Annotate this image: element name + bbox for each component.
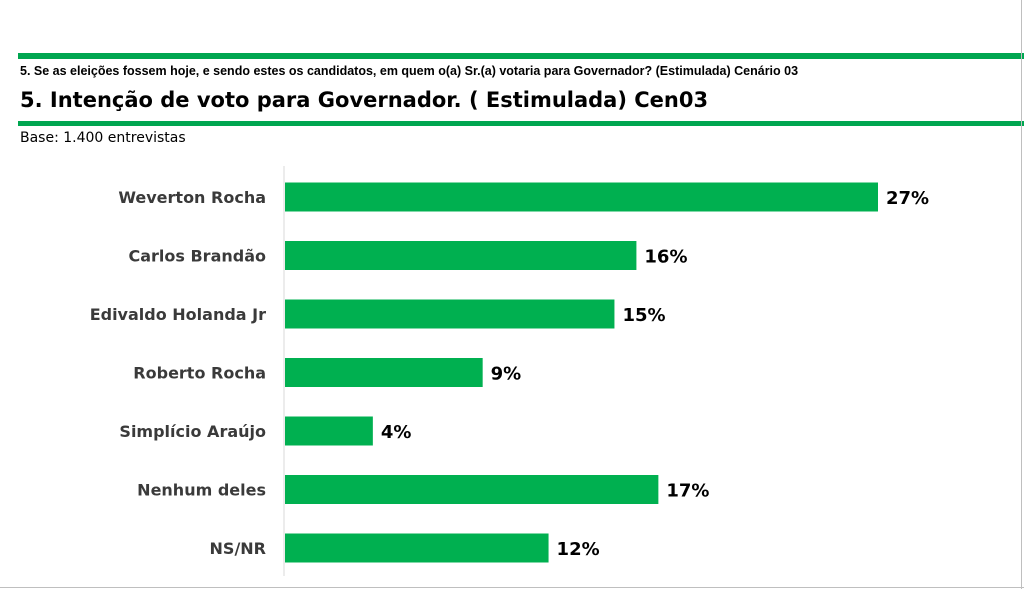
category-label: Weverton Rocha xyxy=(118,188,266,207)
data-label: 16% xyxy=(644,247,687,268)
bar xyxy=(285,475,659,504)
category-label: Carlos Brandão xyxy=(128,247,266,266)
category-label: Edivaldo Holanda Jr xyxy=(90,305,266,324)
frame-border-bottom xyxy=(0,587,1024,588)
bar-chart: Weverton Rocha 27% Carlos Brandão 16% Edival… xyxy=(90,166,929,576)
bar xyxy=(285,358,483,387)
category-label: Roberto Rocha xyxy=(133,364,266,383)
data-label: 27% xyxy=(886,188,929,209)
data-label: 9% xyxy=(491,364,522,385)
bar xyxy=(285,182,878,212)
title-accent-rule xyxy=(18,121,1024,126)
bar xyxy=(285,533,549,563)
question-text: 5. Se as eleições fossem hoje, e sendo e… xyxy=(20,64,799,78)
page-title: 5. Intenção de voto para Governador. ( E… xyxy=(20,88,709,112)
bar xyxy=(285,416,373,446)
bar xyxy=(285,299,615,329)
category-label: NS/NR xyxy=(210,539,266,558)
data-label: 4% xyxy=(381,422,412,443)
data-label: 17% xyxy=(666,481,709,502)
data-label: 15% xyxy=(622,305,665,326)
frame-border-right xyxy=(1021,0,1022,589)
category-label: Nenhum deles xyxy=(137,481,266,500)
bar xyxy=(285,241,637,270)
top-accent-rule xyxy=(18,53,1024,59)
data-label: 12% xyxy=(557,539,600,560)
base-note: Base: 1.400 entrevistas xyxy=(20,130,186,146)
category-label: Simplício Araújo xyxy=(119,422,266,441)
